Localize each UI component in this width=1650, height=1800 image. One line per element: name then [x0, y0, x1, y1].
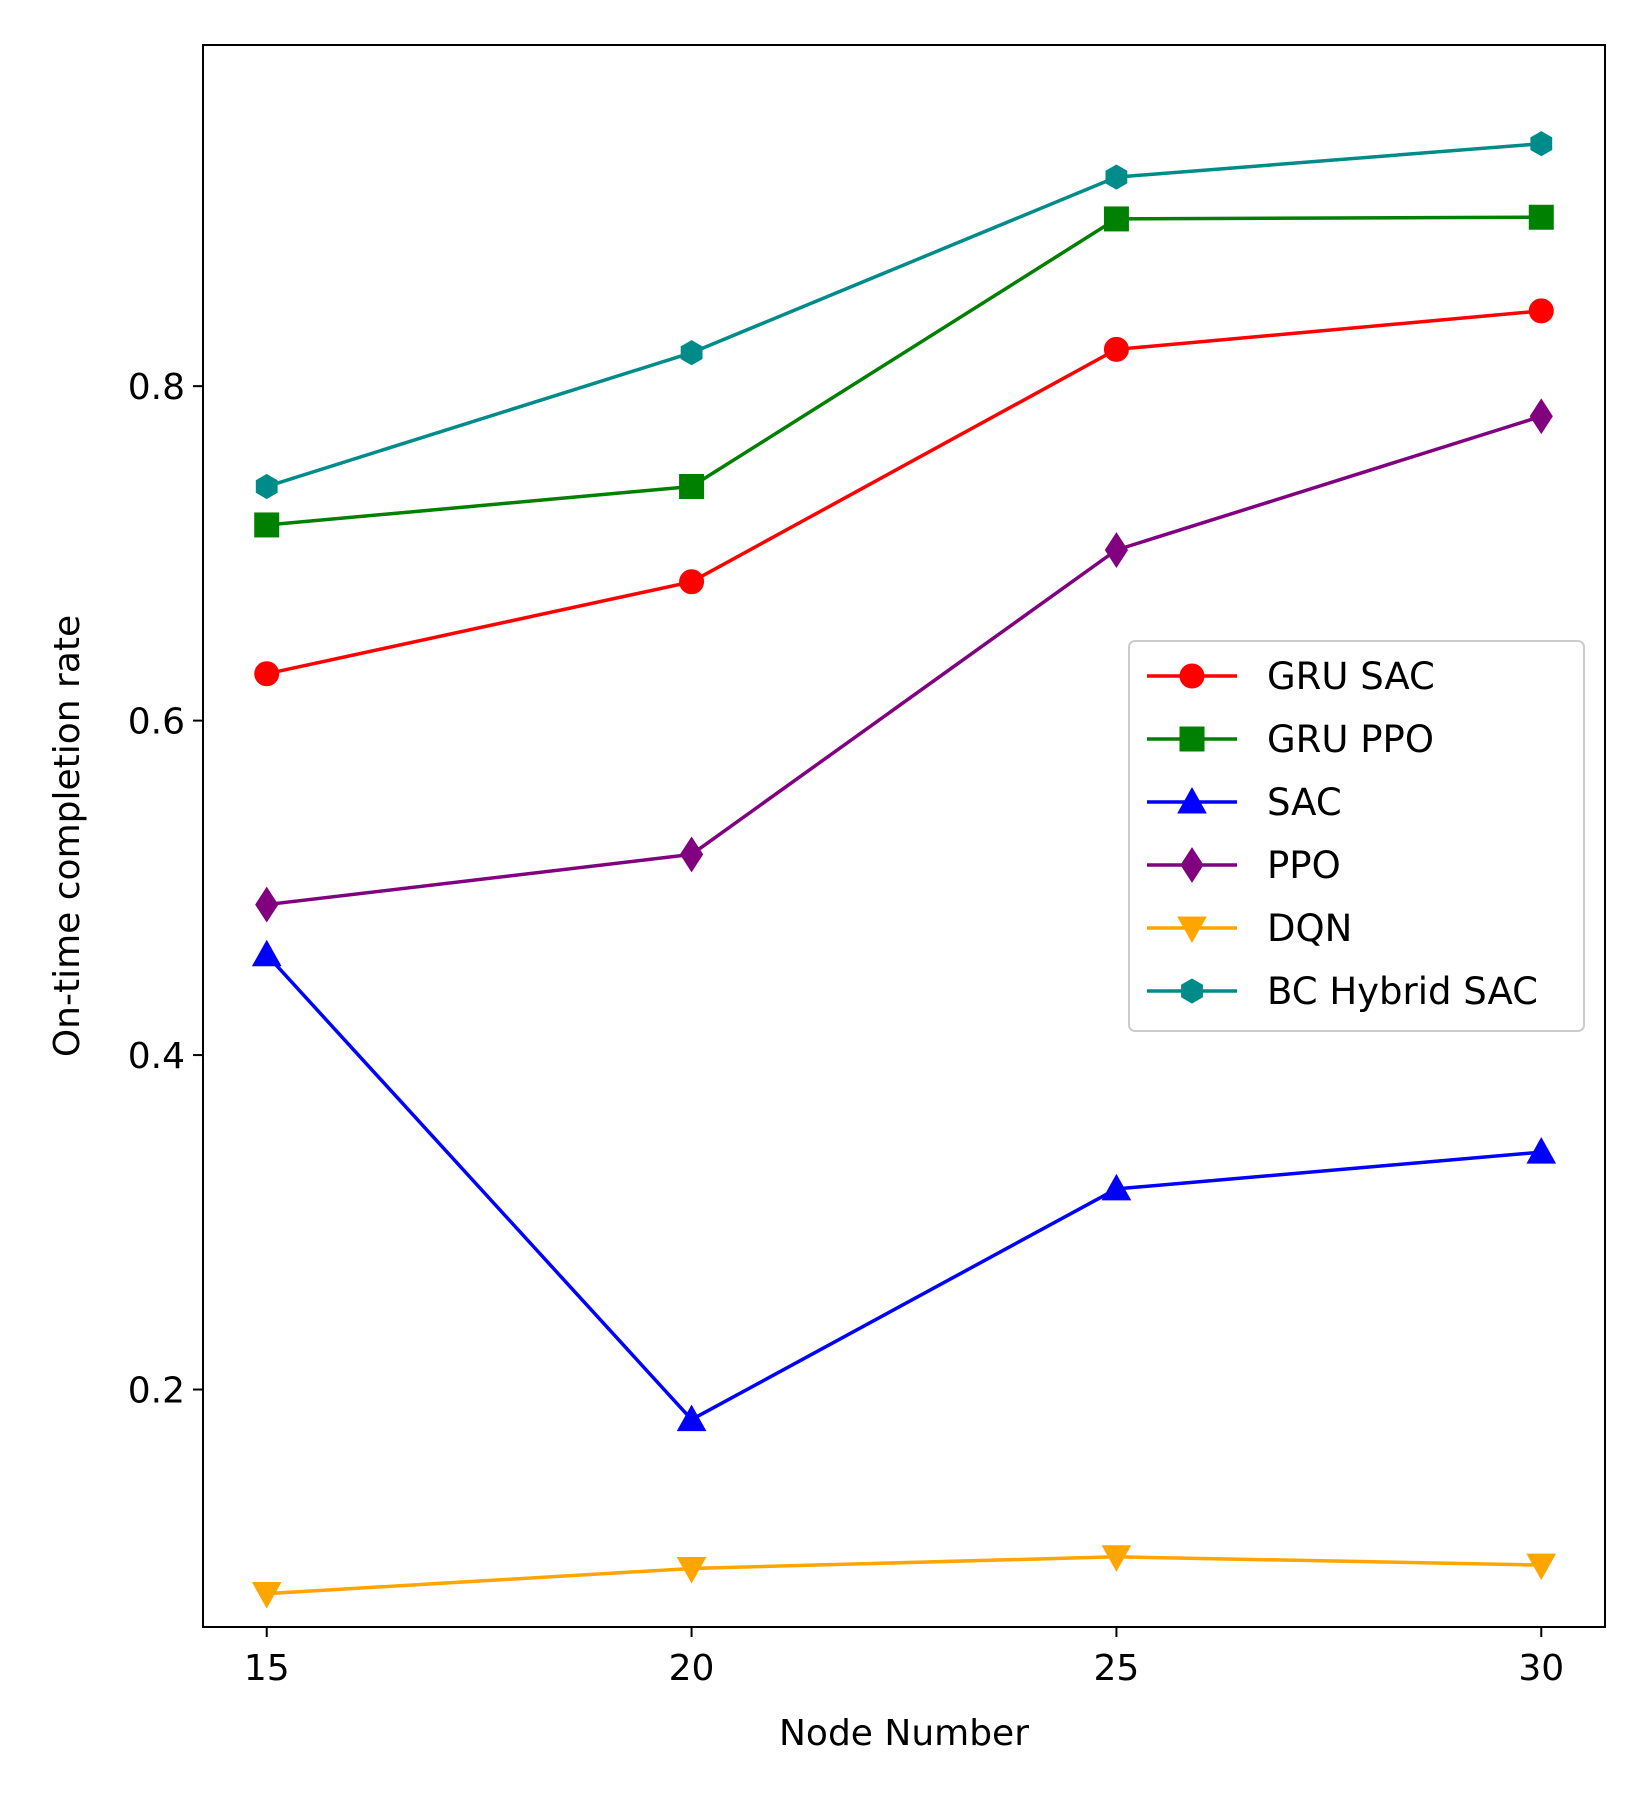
data-point-ppo	[255, 886, 279, 923]
data-point-ppo	[1104, 532, 1129, 568]
data-point-dqn	[676, 1556, 707, 1584]
y-tick-label: 0.4	[128, 1036, 185, 1077]
series-gru-ppo	[254, 204, 1554, 538]
series-line-gru-sac	[264, 308, 1544, 676]
y-tick-label: 0.6	[128, 702, 185, 743]
data-point-ppo	[679, 836, 704, 873]
legend-marker-dqn	[1177, 916, 1207, 944]
legend-label: PPO	[1267, 844, 1341, 887]
legend-marker-gru-ppo	[1179, 726, 1205, 752]
legend: GRU SAC GRU PPO SAC PPO DQN BC Hybrid SAC	[1128, 640, 1585, 1032]
legend-frame	[1128, 640, 1585, 1032]
data-point-gru-ppo	[1528, 204, 1554, 230]
data-point-gru-ppo	[1103, 206, 1129, 232]
x-tick-label: 15	[244, 1648, 290, 1689]
series-layer	[251, 131, 1557, 1609]
y-tick-label: 0.8	[128, 367, 185, 408]
x-tick-label: 20	[669, 1648, 715, 1689]
data-point-bc-hybrid-sac	[1530, 131, 1553, 157]
data-point-gru-ppo	[254, 512, 280, 538]
y-axis-label: On-time completion rate	[47, 615, 88, 1057]
series-line-sac	[264, 952, 1544, 1422]
legend-item-dqn: DQN	[1147, 907, 1352, 950]
data-point-gru-ppo	[679, 473, 705, 499]
legend-label: GRU PPO	[1267, 718, 1434, 761]
series-line-gru-ppo	[264, 215, 1544, 527]
data-point-gru-sac	[254, 661, 280, 687]
legend-marker-sac	[1177, 786, 1207, 814]
legend-label: DQN	[1267, 907, 1352, 950]
legend-label: SAC	[1267, 781, 1342, 824]
axes-layer: 15 20 25 30 0.2 0.4 0.6 0.8	[128, 367, 1564, 1689]
data-point-sac	[1526, 1137, 1557, 1164]
x-tick-label: 25	[1094, 1648, 1140, 1689]
legend-item-bc-hybrid-sac: BC Hybrid SAC	[1147, 970, 1538, 1013]
series-ppo	[255, 398, 1553, 923]
series-line-ppo	[264, 414, 1544, 907]
legend-label: BC Hybrid SAC	[1267, 970, 1538, 1013]
series-gru-sac	[254, 298, 1554, 687]
series-dqn	[251, 1545, 1557, 1609]
data-point-bc-hybrid-sac	[1105, 164, 1128, 190]
series-line-bc-hybrid-sac	[264, 141, 1544, 489]
data-point-gru-sac	[1528, 298, 1554, 324]
x-axis-label: Node Number	[779, 1713, 1029, 1754]
data-point-sac	[676, 1404, 707, 1432]
data-point-bc-hybrid-sac	[255, 473, 278, 500]
data-point-ppo	[1529, 398, 1553, 435]
data-point-gru-sac	[679, 569, 705, 595]
data-point-dqn	[251, 1582, 282, 1609]
data-point-dqn	[1526, 1553, 1557, 1581]
legend-marker-ppo	[1180, 847, 1204, 883]
series-line-dqn	[264, 1555, 1544, 1596]
series-sac	[251, 939, 1557, 1432]
data-point-sac	[1101, 1173, 1132, 1201]
y-tick-label: 0.2	[128, 1371, 185, 1412]
data-point-dqn	[1101, 1545, 1132, 1572]
data-point-gru-sac	[1103, 336, 1129, 362]
legend-item-ppo: PPO	[1147, 844, 1341, 887]
data-point-sac	[251, 939, 282, 967]
legend-items: GRU SAC GRU PPO SAC PPO DQN BC Hybrid SAC	[1147, 655, 1538, 1013]
x-tick-label: 30	[1518, 1648, 1564, 1689]
legend-item-gru-sac: GRU SAC	[1147, 655, 1435, 698]
plot-frame	[202, 44, 1606, 1628]
legend-item-sac: SAC	[1147, 781, 1342, 824]
legend-marker-gru-sac	[1179, 663, 1205, 689]
legend-label: GRU SAC	[1267, 655, 1435, 698]
series-bc-hybrid-sac	[255, 131, 1553, 500]
data-point-bc-hybrid-sac	[680, 340, 703, 366]
legend-item-gru-ppo: GRU PPO	[1147, 718, 1434, 761]
legend-marker-bc-hybrid-sac	[1181, 978, 1203, 1004]
